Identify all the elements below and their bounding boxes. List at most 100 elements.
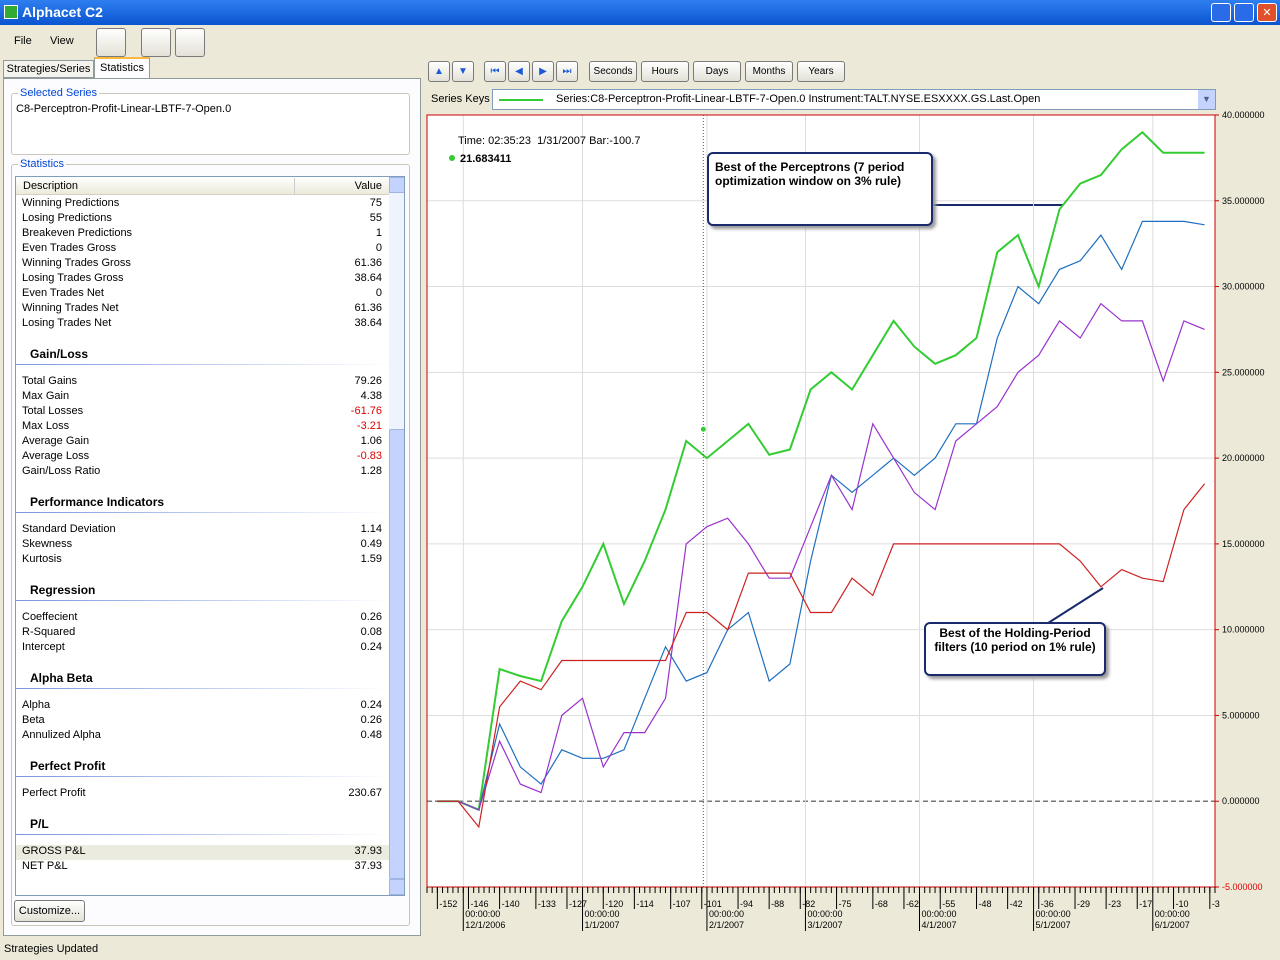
selected-series-value: C8-Perceptron-Profit-Linear-LBTF-7-Open.… [16,103,232,115]
stat-description: Beta [22,714,45,726]
menu-item[interactable]: View [50,35,74,47]
tab-active[interactable]: Statistics [94,57,150,79]
date-tick-time: 00:00:00 [585,909,620,919]
stat-value: 0.49 [360,538,382,550]
statistics-list: Description Value Winning Predictions 75 L… [15,176,405,896]
plot-area [427,115,1215,887]
stat-description: Average Loss [22,450,90,462]
x-tick-label: -42 [1010,899,1023,909]
title-bar: Alphacet C2 ✕ [0,0,1280,25]
dropdown-arrow[interactable]: ▼ [1198,90,1215,109]
date-tick-label: 12/1/2006 [465,920,505,930]
date-tick-time: 00:00:00 [922,909,957,919]
stat-value: 1.06 [360,435,382,447]
toolbar-icon-button[interactable] [96,28,126,57]
y-tick-label: 10.000000 [1222,625,1265,635]
series-dropdown[interactable]: Series:C8-Perceptron-Profit-Linear-LBTF-… [492,89,1216,110]
x-tick-label: -75 [839,899,852,909]
stat-description: Winning Trades Net [22,302,119,314]
section-underline [16,688,389,689]
y-tick-label: 30.000000 [1222,282,1265,292]
date-tick-label: 2/1/2007 [709,920,744,930]
column-header[interactable]: Value [354,180,382,192]
tab[interactable]: Strategies/Series [3,60,94,78]
stat-description: Total Gains [22,375,78,387]
section-header: Gain/Loss [30,347,89,361]
section-header: Regression [30,583,96,597]
stat-value: -3.21 [356,420,382,432]
stat-value: 0 [375,287,382,299]
stat-description: Total Losses [22,405,84,417]
annotation: Best of the Holding-Period filters (10 p… [924,622,1106,676]
interval-button[interactable]: Days [693,61,741,82]
stat-description: Perfect Profit [22,787,86,799]
x-tick-label: -48 [979,899,992,909]
y-tick-label: 25.000000 [1222,367,1265,377]
series-keys-label: Series Keys [431,93,490,105]
nav-button[interactable]: ▶ [532,61,554,82]
x-tick-label: -120 [605,899,623,909]
maximize-button[interactable] [1234,3,1254,22]
x-tick-label: -107 [673,899,691,909]
scroll-up[interactable] [389,177,404,193]
stat-value: -0.83 [356,450,382,462]
stat-value: 0.26 [360,611,382,623]
scroll-down[interactable] [389,879,404,895]
stat-value: 0.26 [360,714,382,726]
status-text: Strategies Updated [4,943,99,955]
minimize-button[interactable] [1211,3,1231,22]
stat-description: Standard Deviation [22,523,116,535]
group-label: Statistics [18,158,67,170]
stat-value: 61.36 [354,257,382,269]
x-tick-label: -140 [502,899,520,909]
column-header[interactable]: Description [23,180,79,192]
date-tick-label: 3/1/2007 [807,920,842,930]
x-tick-label: -23 [1108,899,1121,909]
interval-button[interactable]: Seconds [589,61,637,82]
interval-button[interactable]: Hours [641,61,689,82]
stat-description: Skewness [22,538,73,550]
window-title: Alphacet C2 [22,4,103,20]
stat-description: Annulized Alpha [22,729,101,741]
section-header: P/L [30,817,49,831]
stat-value: 230.67 [348,787,382,799]
list-header [16,177,389,195]
scrollbar[interactable] [389,177,404,895]
y-tick-label: 20.000000 [1222,453,1265,463]
x-tick-label: -29 [1077,899,1090,909]
interval-button[interactable]: Months [745,61,793,82]
customize-button[interactable]: Customize... [14,900,85,922]
section-underline [16,364,389,365]
stat-value: 38.64 [354,317,382,329]
stat-value: -61.76 [350,405,382,417]
column-divider [294,178,295,194]
stat-value: 0.08 [360,626,382,638]
stat-value: 61.36 [354,302,382,314]
toolbar-icon-button[interactable] [141,28,171,57]
nav-button[interactable]: ⏮ [484,61,506,82]
scroll-thumb[interactable] [389,429,404,879]
interval-button[interactable]: Years [797,61,845,82]
stat-value: 38.64 [354,272,382,284]
x-tick-label: -101 [704,899,722,909]
group-label: Selected Series [18,87,100,99]
nav-button[interactable]: ▼ [452,61,474,82]
nav-button[interactable]: ◀ [508,61,530,82]
toolbar-icon-button[interactable] [175,28,205,57]
stat-value: 1 [375,227,382,239]
stat-description: Max Loss [22,420,70,432]
stat-description: R-Squared [22,626,76,638]
stat-description: Losing Trades Net [22,317,112,329]
section-underline [16,600,389,601]
nav-button[interactable]: ▲ [428,61,450,82]
close-button[interactable]: ✕ [1257,3,1277,22]
stat-value: 0.48 [360,729,382,741]
nav-button[interactable]: ⏭ [556,61,578,82]
stat-value: 37.93 [354,845,382,857]
stat-value: 75 [369,197,382,209]
section-underline [16,776,389,777]
stat-description: Breakeven Predictions [22,227,133,239]
y-tick-label: 35.000000 [1222,196,1265,206]
stat-description: GROSS P&L [22,845,86,857]
menu-item[interactable]: File [14,35,32,47]
